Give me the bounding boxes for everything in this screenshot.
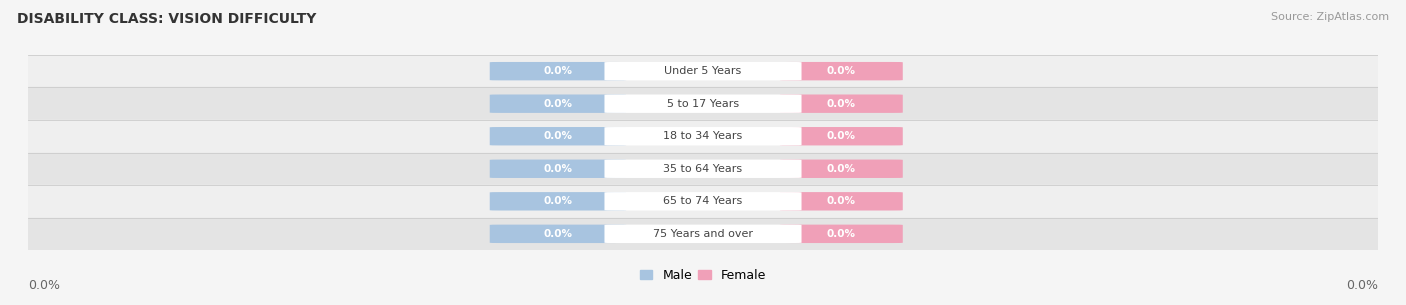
Text: 0.0%: 0.0% [543,229,572,239]
FancyBboxPatch shape [780,192,903,210]
Text: Source: ZipAtlas.com: Source: ZipAtlas.com [1271,12,1389,22]
FancyBboxPatch shape [780,127,903,145]
Bar [28,120,1378,152]
Text: 0.0%: 0.0% [827,196,856,206]
FancyBboxPatch shape [605,62,801,81]
Bar [28,152,1378,185]
Text: DISABILITY CLASS: VISION DIFFICULTY: DISABILITY CLASS: VISION DIFFICULTY [17,12,316,26]
FancyBboxPatch shape [780,62,903,81]
Text: 0.0%: 0.0% [1346,279,1378,292]
FancyBboxPatch shape [489,160,626,178]
Bar [28,217,1378,250]
Text: 0.0%: 0.0% [827,99,856,109]
FancyBboxPatch shape [605,192,801,210]
Text: 0.0%: 0.0% [543,99,572,109]
Text: 75 Years and over: 75 Years and over [652,229,754,239]
Text: 0.0%: 0.0% [543,66,572,76]
Text: 18 to 34 Years: 18 to 34 Years [664,131,742,141]
FancyBboxPatch shape [489,127,626,145]
Text: 0.0%: 0.0% [28,279,60,292]
Text: 0.0%: 0.0% [827,229,856,239]
FancyBboxPatch shape [780,95,903,113]
Text: 0.0%: 0.0% [543,131,572,141]
FancyBboxPatch shape [489,62,626,81]
Text: 0.0%: 0.0% [543,164,572,174]
Text: 0.0%: 0.0% [543,196,572,206]
Legend: Male, Female: Male, Female [636,264,770,287]
Text: 0.0%: 0.0% [827,66,856,76]
Text: 0.0%: 0.0% [827,164,856,174]
Text: Under 5 Years: Under 5 Years [665,66,741,76]
Text: 65 to 74 Years: 65 to 74 Years [664,196,742,206]
FancyBboxPatch shape [489,95,626,113]
FancyBboxPatch shape [780,224,903,243]
Text: 5 to 17 Years: 5 to 17 Years [666,99,740,109]
Text: 35 to 64 Years: 35 to 64 Years [664,164,742,174]
Bar [28,185,1378,217]
Bar [28,88,1378,120]
Text: 0.0%: 0.0% [827,131,856,141]
FancyBboxPatch shape [605,127,801,145]
FancyBboxPatch shape [489,192,626,210]
Bar [28,55,1378,88]
FancyBboxPatch shape [605,160,801,178]
FancyBboxPatch shape [780,160,903,178]
FancyBboxPatch shape [605,224,801,243]
FancyBboxPatch shape [489,224,626,243]
FancyBboxPatch shape [605,95,801,113]
